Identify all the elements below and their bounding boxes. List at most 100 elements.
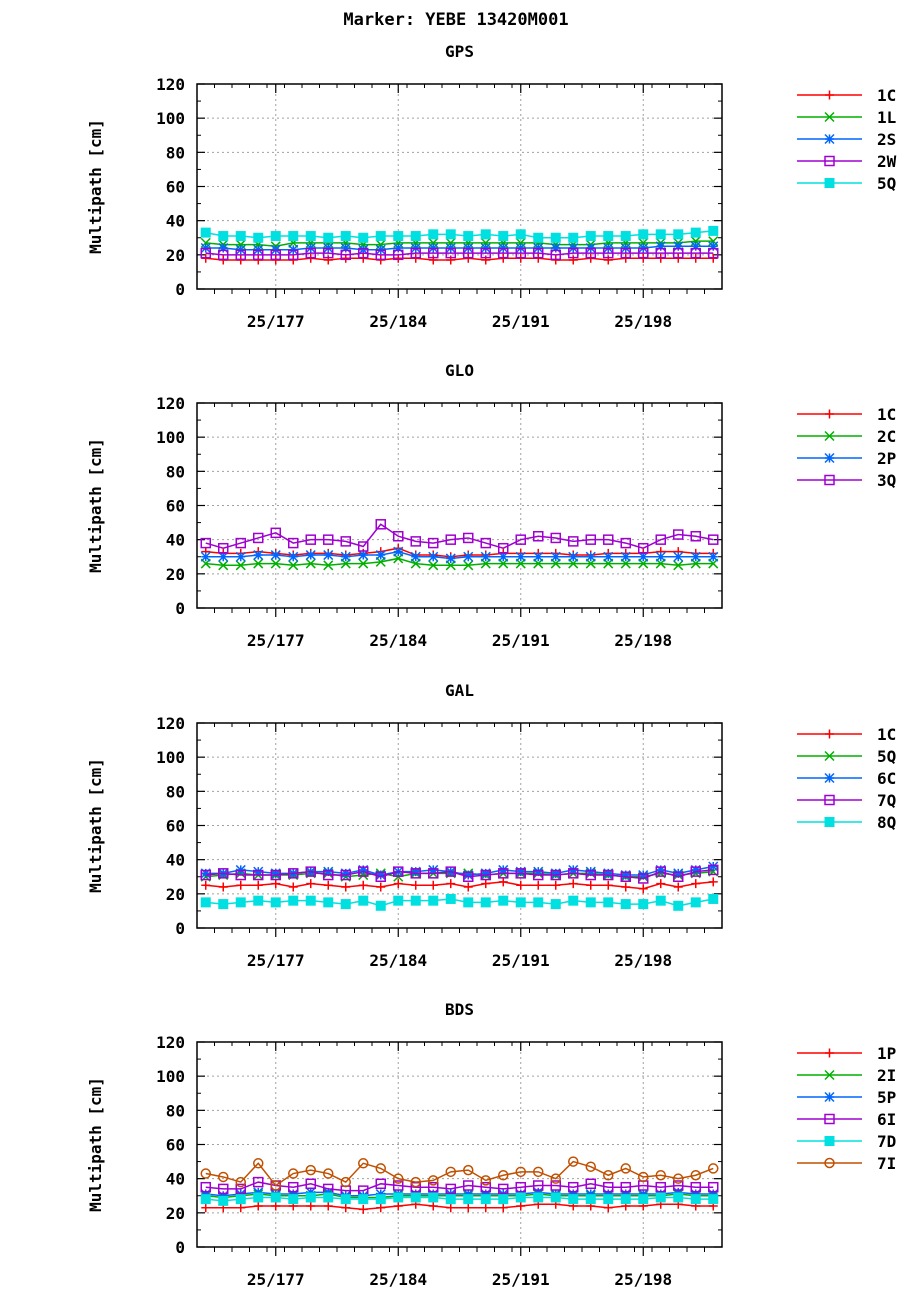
data-point: [288, 249, 299, 261]
series-line-5q: [205, 230, 714, 239]
data-point: [673, 900, 684, 911]
series-line-1c: [205, 881, 714, 890]
panel-glo: GLO 0 20 40 60 80 100 120 25/177 25/184 25/191 25/1…: [86, 361, 896, 650]
series-line-2s: [205, 245, 714, 251]
data-point: [340, 1176, 351, 1188]
data-point: [708, 225, 719, 236]
data-point: [568, 536, 579, 547]
data-point: [585, 869, 596, 881]
data-point: [428, 1201, 438, 1211]
data-point: [393, 879, 403, 889]
legend-entry-1p: 1P: [797, 1044, 896, 1063]
data-point: [375, 249, 386, 261]
data-point: [568, 1181, 579, 1193]
data-point: [323, 880, 333, 890]
data-point: [463, 1164, 474, 1176]
data-point: [305, 866, 316, 877]
data-point: [550, 1173, 561, 1184]
data-point: [515, 247, 526, 259]
y-tick-label: 0: [175, 919, 185, 938]
data-point: [323, 1201, 333, 1211]
data-point: [550, 899, 561, 910]
data-point: [340, 536, 351, 547]
data-point: [690, 864, 701, 875]
data-point: [515, 534, 526, 545]
data-point: [323, 1168, 334, 1179]
y-tick-label: 60: [166, 497, 185, 516]
legend-entry-8q: 8Q: [797, 813, 896, 832]
data-point: [655, 1170, 666, 1181]
x-tick-label: 25/184: [369, 1270, 427, 1289]
data-point: [550, 532, 561, 544]
data-point: [638, 1171, 649, 1183]
data-point: [620, 247, 631, 259]
y-axis-label: Multipath [cm]: [86, 119, 105, 254]
x-tick-label: 25/177: [247, 951, 305, 970]
data-point: [690, 247, 701, 259]
data-point: [463, 532, 474, 544]
data-point: [200, 247, 211, 259]
data-point: [428, 255, 438, 265]
data-point: [655, 895, 666, 906]
series-line-8q: [205, 898, 714, 907]
legend-label: 1P: [877, 1044, 896, 1063]
legend-entry-1l: 1L: [797, 108, 896, 127]
data-point: [218, 560, 229, 571]
data-point: [288, 868, 299, 879]
legend-marker: [824, 1069, 835, 1081]
data-point: [620, 870, 631, 881]
data-point: [533, 247, 544, 259]
y-tick-label: 100: [156, 428, 185, 447]
data-point: [603, 247, 614, 259]
data-point: [305, 1187, 316, 1198]
data-point: [200, 1181, 211, 1193]
data-point: [533, 1187, 544, 1198]
data-point: [638, 551, 649, 562]
data-point: [655, 247, 666, 259]
data-point: [375, 1189, 386, 1200]
legend-entry-7d: 7D: [797, 1132, 896, 1151]
y-tick-label: 120: [156, 1033, 185, 1052]
data-point: [445, 893, 456, 904]
data-point: [621, 882, 631, 892]
data-point: [480, 1189, 491, 1200]
y-tick-label: 40: [166, 531, 185, 550]
data-point: [218, 242, 229, 254]
legend-label: 7Q: [877, 791, 896, 810]
legend-label: 2W: [877, 152, 897, 171]
data-point: [690, 241, 701, 252]
data-point: [305, 1164, 316, 1176]
data-point: [428, 537, 439, 549]
data-point: [323, 550, 334, 561]
data-point: [673, 868, 684, 879]
legend-entry-2c: 2C: [797, 427, 896, 446]
y-tick-label: 120: [156, 394, 185, 413]
data-point: [428, 560, 439, 571]
legend-entry-2s: 2S: [797, 130, 896, 149]
legend-entry-2i: 2I: [797, 1066, 896, 1085]
data-point: [480, 1181, 491, 1193]
legend-label: 5Q: [877, 747, 896, 766]
data-point: [323, 534, 334, 545]
data-point: [585, 1189, 596, 1200]
data-point: [200, 897, 211, 908]
data-point: [270, 249, 281, 261]
data-point: [708, 247, 719, 259]
data-point: [218, 1195, 229, 1206]
data-point: [375, 900, 386, 911]
data-point: [200, 868, 211, 879]
data-point: [253, 1158, 264, 1169]
legend-label: 6I: [877, 1110, 896, 1129]
y-tick-label: 60: [166, 817, 185, 836]
data-point: [200, 551, 211, 562]
data-point: [305, 1192, 316, 1203]
data-point: [655, 241, 666, 252]
data-point: [585, 866, 596, 877]
data-point: [690, 531, 701, 542]
data-point: [288, 882, 298, 892]
data-point: [253, 232, 264, 243]
data-point: [498, 1203, 508, 1213]
data-point: [498, 551, 509, 562]
data-point: [253, 869, 264, 881]
data-point: [708, 1189, 719, 1200]
